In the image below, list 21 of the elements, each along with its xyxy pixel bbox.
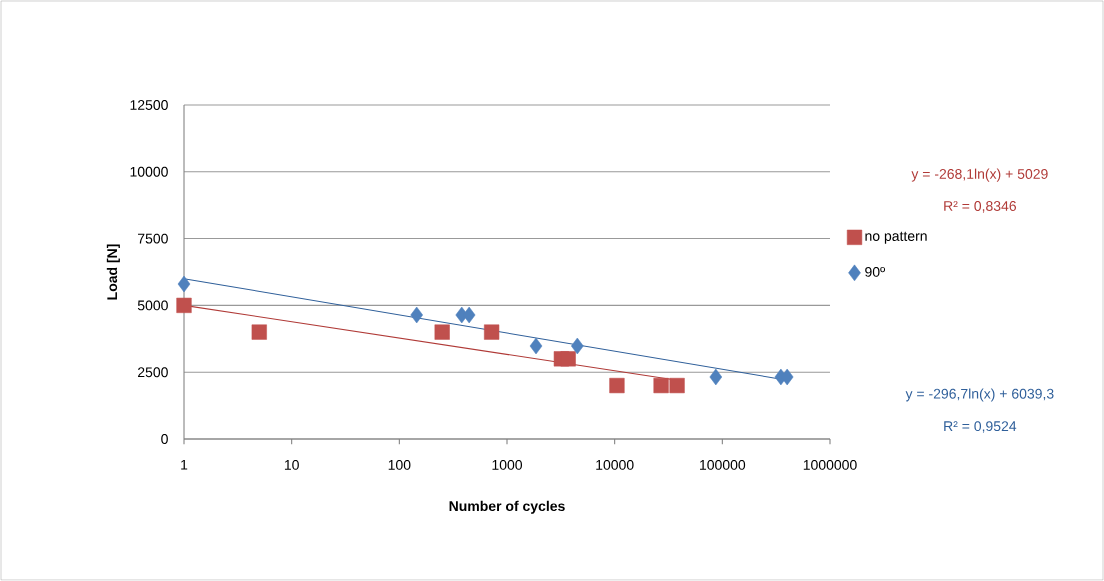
x-tick-label: 100000	[700, 459, 746, 470]
legend-label: 90º	[865, 266, 886, 277]
text: y = -296,7ln(x) + 6039,3	[905, 388, 1054, 402]
y-tick-label: 10000	[130, 166, 168, 177]
x-axis-title: Number of cycles	[449, 500, 565, 514]
y-tick-label: 5000	[137, 300, 168, 311]
x-tick-label: 10	[284, 459, 299, 470]
y-tick-label: 0	[161, 434, 168, 444]
x-tick-label: 1	[181, 459, 188, 470]
y-axis-title: Load [N]	[106, 244, 120, 300]
x-tick-label: 10000	[596, 459, 634, 470]
x-tick-label: 1000	[492, 459, 523, 470]
text: R² = 0,8346	[944, 201, 1017, 213]
x-tick-label: 1000000	[803, 459, 857, 470]
y-tick-label: 12500	[130, 100, 168, 110]
x-tick-label: 100	[388, 459, 411, 470]
legend-label: no pattern	[865, 231, 927, 244]
text: R² = 0,9524	[944, 421, 1017, 433]
y-tick-label: 7500	[138, 233, 168, 244]
text: y = -268,1ln(x) + 5029	[911, 168, 1048, 182]
y-tick-label: 2500	[138, 367, 168, 378]
